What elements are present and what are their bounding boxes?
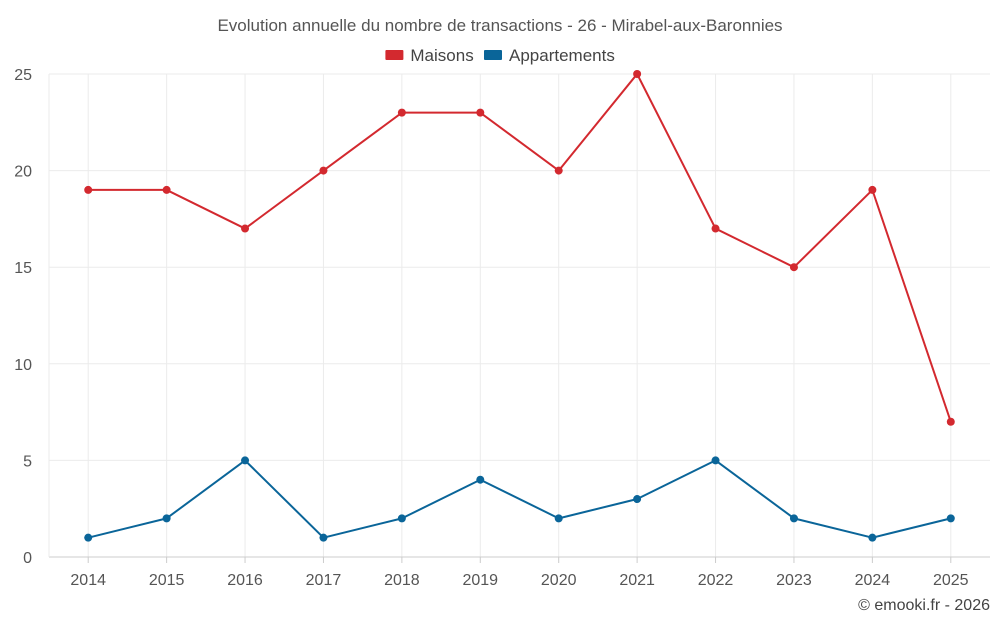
y-tick-label: 15	[14, 260, 32, 277]
x-tick-label: 2022	[698, 572, 734, 589]
data-point[interactable]	[84, 185, 93, 194]
y-tick-label: 10	[14, 357, 32, 374]
credit-text: © emooki.fr - 2026	[858, 597, 990, 614]
data-point[interactable]	[789, 514, 798, 523]
grid	[49, 73, 990, 558]
x-tick-label: 2016	[227, 572, 263, 589]
legend-swatch	[385, 50, 404, 60]
data-point[interactable]	[397, 514, 406, 523]
x-tick-label: 2023	[776, 572, 812, 589]
data-point[interactable]	[554, 514, 563, 523]
series-line	[88, 73, 952, 423]
data-point[interactable]	[319, 533, 328, 542]
y-tick-label: 0	[23, 550, 32, 567]
legend-swatch	[484, 50, 502, 60]
data-point[interactable]	[946, 417, 955, 426]
x-tick-label: 2019	[462, 572, 498, 589]
series-line	[87, 459, 952, 539]
x-tick-label: 2017	[306, 572, 342, 589]
y-tick-label: 20	[14, 164, 32, 181]
data-point[interactable]	[162, 514, 171, 523]
data-point[interactable]	[868, 533, 877, 542]
data-point[interactable]	[633, 70, 642, 78]
data-point[interactable]	[554, 166, 563, 175]
data-point[interactable]	[711, 224, 720, 233]
data-point[interactable]	[84, 533, 93, 542]
data-point[interactable]	[868, 185, 877, 194]
data-point[interactable]	[476, 475, 485, 484]
x-tick-label: 2015	[149, 572, 185, 589]
series-maisons	[84, 70, 955, 426]
series-layer	[84, 70, 955, 542]
data-point[interactable]	[633, 495, 642, 504]
x-tick-label: 2014	[70, 572, 106, 589]
data-point[interactable]	[241, 224, 250, 233]
data-point[interactable]	[241, 456, 250, 465]
data-point[interactable]	[711, 456, 720, 465]
data-point[interactable]	[319, 166, 328, 175]
y-tick-label: 25	[14, 67, 32, 84]
y-tick-label: 5	[23, 453, 32, 470]
legend-item-maisons[interactable]: Maisons	[385, 46, 474, 65]
data-point[interactable]	[162, 185, 171, 194]
data-point[interactable]	[789, 263, 798, 272]
chart-title: Evolution annuelle du nombre de transact…	[217, 16, 782, 35]
x-tick-label: 2020	[541, 572, 577, 589]
series-appartements	[84, 456, 955, 542]
legend-item-appartements[interactable]: Appartements	[484, 46, 615, 65]
x-tick-label: 2021	[619, 572, 655, 589]
legend-label: Maisons	[410, 46, 473, 65]
legend-label: Appartements	[509, 46, 615, 65]
data-point[interactable]	[397, 108, 406, 117]
x-tick-label: 2025	[933, 572, 969, 589]
x-tick-label: 2018	[384, 572, 420, 589]
data-point[interactable]	[476, 108, 485, 117]
legend: Maisons Appartements	[385, 46, 615, 65]
x-tick-label: 2024	[855, 572, 891, 589]
data-point[interactable]	[946, 514, 955, 523]
